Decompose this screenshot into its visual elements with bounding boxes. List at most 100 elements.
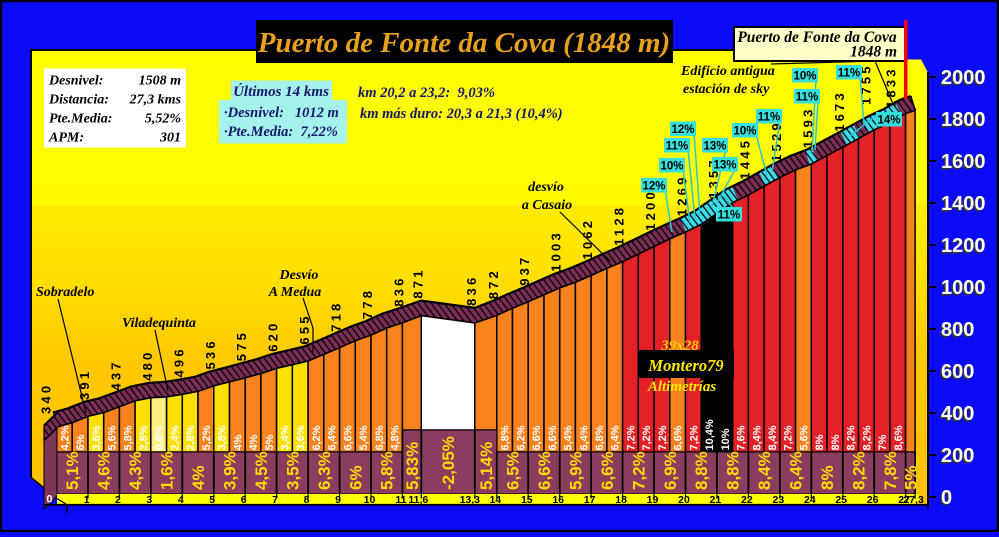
svg-text:400: 400 <box>941 403 974 425</box>
svg-text:1848 m: 1848 m <box>850 44 897 61</box>
svg-text:5,8%: 5,8% <box>378 451 397 490</box>
svg-text:6,5%: 6,5% <box>504 451 523 490</box>
svg-text:1000: 1000 <box>940 279 985 301</box>
svg-text:3,6%: 3,6% <box>91 425 103 450</box>
svg-text:1000: 1000 <box>941 277 986 299</box>
svg-text:27: 27 <box>898 494 910 506</box>
svg-text:575: 575 <box>234 330 249 361</box>
svg-text:26: 26 <box>867 494 879 506</box>
svg-text:620: 620 <box>266 321 281 352</box>
svg-text:937: 937 <box>517 255 532 286</box>
svg-text:4,6%: 4,6% <box>95 451 114 490</box>
svg-text:1600: 1600 <box>941 151 986 173</box>
svg-text:6,4%: 6,4% <box>578 425 590 450</box>
svg-text:5,2%: 5,2% <box>201 425 213 450</box>
svg-text:0: 0 <box>46 494 52 506</box>
svg-text:a Casaio: a Casaio <box>522 198 572 213</box>
svg-text:2,8%: 2,8% <box>185 425 197 450</box>
svg-text:21: 21 <box>710 494 722 506</box>
svg-text:3,4%: 3,4% <box>280 425 292 450</box>
svg-text:13%: 13% <box>703 141 726 153</box>
svg-text:2: 2 <box>115 494 121 506</box>
svg-text:3: 3 <box>146 494 152 506</box>
svg-text:536: 536 <box>203 338 218 369</box>
svg-text:1400: 1400 <box>940 195 985 217</box>
svg-text:7,2%: 7,2% <box>783 425 795 450</box>
svg-text:10,4%: 10,4% <box>704 419 716 450</box>
svg-text:5,6%: 5,6% <box>107 425 119 450</box>
svg-text:8,2%: 8,2% <box>850 451 869 490</box>
svg-text:11%: 11% <box>666 141 688 153</box>
svg-text:2,8%: 2,8% <box>138 425 150 450</box>
svg-text:·Desnivel: 1012 m: ·Desnivel: 1012 m <box>224 105 339 121</box>
svg-text:8%: 8% <box>818 465 837 490</box>
svg-text:871: 871 <box>410 267 425 298</box>
svg-text:836: 836 <box>391 275 406 306</box>
svg-text:6,6%: 6,6% <box>342 425 354 450</box>
svg-text:7,6%: 7,6% <box>736 425 748 450</box>
svg-text:A Medua: A Medua <box>268 285 322 300</box>
svg-text:6,4%: 6,4% <box>327 425 339 450</box>
svg-text:7,2%: 7,2% <box>688 425 700 450</box>
svg-text:8,8%: 8,8% <box>692 451 711 490</box>
svg-text:1673: 1673 <box>832 90 847 132</box>
svg-text:13%: 13% <box>713 160 736 172</box>
svg-text:5%: 5% <box>901 465 920 490</box>
svg-text:19: 19 <box>647 494 659 506</box>
svg-text:5,9%: 5,9% <box>566 451 585 490</box>
svg-text:4: 4 <box>178 494 184 506</box>
svg-text:6: 6 <box>241 494 247 506</box>
svg-text:340: 340 <box>39 383 54 414</box>
svg-text:11: 11 <box>395 494 406 506</box>
svg-text:496: 496 <box>171 346 186 377</box>
svg-text:8%: 8% <box>830 434 842 450</box>
svg-text:1508 m: 1508 m <box>139 74 182 89</box>
svg-text:6,6%: 6,6% <box>531 425 543 450</box>
svg-text:1833: 1833 <box>884 66 899 108</box>
svg-text:5: 5 <box>209 494 215 506</box>
svg-text:1,6%: 1,6% <box>158 451 177 490</box>
svg-text:6,2%: 6,2% <box>515 425 527 450</box>
svg-text:15: 15 <box>521 494 533 506</box>
svg-text:17: 17 <box>584 494 596 506</box>
svg-text:718: 718 <box>329 301 344 332</box>
svg-text:Sobradelo: Sobradelo <box>36 285 94 300</box>
svg-text:301: 301 <box>159 131 181 146</box>
svg-text:8,6%: 8,6% <box>893 425 905 450</box>
svg-text:6,4%: 6,4% <box>610 425 622 450</box>
svg-text:0,8%: 0,8% <box>154 425 166 450</box>
svg-text:1003: 1003 <box>549 230 564 272</box>
svg-text:18: 18 <box>615 494 627 506</box>
svg-text:11%: 11% <box>796 92 818 104</box>
svg-text:400: 400 <box>940 405 973 427</box>
svg-text:1200: 1200 <box>643 189 658 231</box>
svg-text:Desnivel:: Desnivel: <box>48 74 103 89</box>
svg-text:5,4%: 5,4% <box>563 425 575 450</box>
svg-text:1800: 1800 <box>941 109 986 131</box>
svg-text:25: 25 <box>835 494 847 506</box>
svg-text:2000: 2000 <box>940 69 985 91</box>
svg-text:437: 437 <box>108 359 123 390</box>
svg-text:4%: 4% <box>189 465 208 490</box>
svg-text:3,9%: 3,9% <box>221 451 240 490</box>
svg-text:6,8%: 6,8% <box>500 425 512 450</box>
svg-text:800: 800 <box>940 321 973 343</box>
svg-text:8,2%: 8,2% <box>861 425 873 450</box>
svg-text:6%: 6% <box>346 465 365 490</box>
svg-text:7,2%: 7,2% <box>626 425 638 450</box>
svg-text:4,2%: 4,2% <box>59 425 71 450</box>
svg-text:4,8%: 4,8% <box>390 425 402 450</box>
svg-text:3,8%: 3,8% <box>217 425 229 450</box>
svg-text:8,4%: 8,4% <box>751 425 763 450</box>
svg-text:10: 10 <box>364 494 376 506</box>
svg-text:7,2%: 7,2% <box>629 451 648 490</box>
svg-text:8: 8 <box>304 494 310 506</box>
svg-text:8,2%: 8,2% <box>846 425 858 450</box>
svg-text:3,5%: 3,5% <box>283 451 302 490</box>
svg-text:6,6%: 6,6% <box>535 451 554 490</box>
svg-text:10%: 10% <box>720 428 732 450</box>
svg-text:0: 0 <box>940 489 951 511</box>
svg-text:20: 20 <box>678 494 690 506</box>
svg-text:11%: 11% <box>718 210 740 222</box>
svg-text:3,6%: 3,6% <box>295 425 307 450</box>
